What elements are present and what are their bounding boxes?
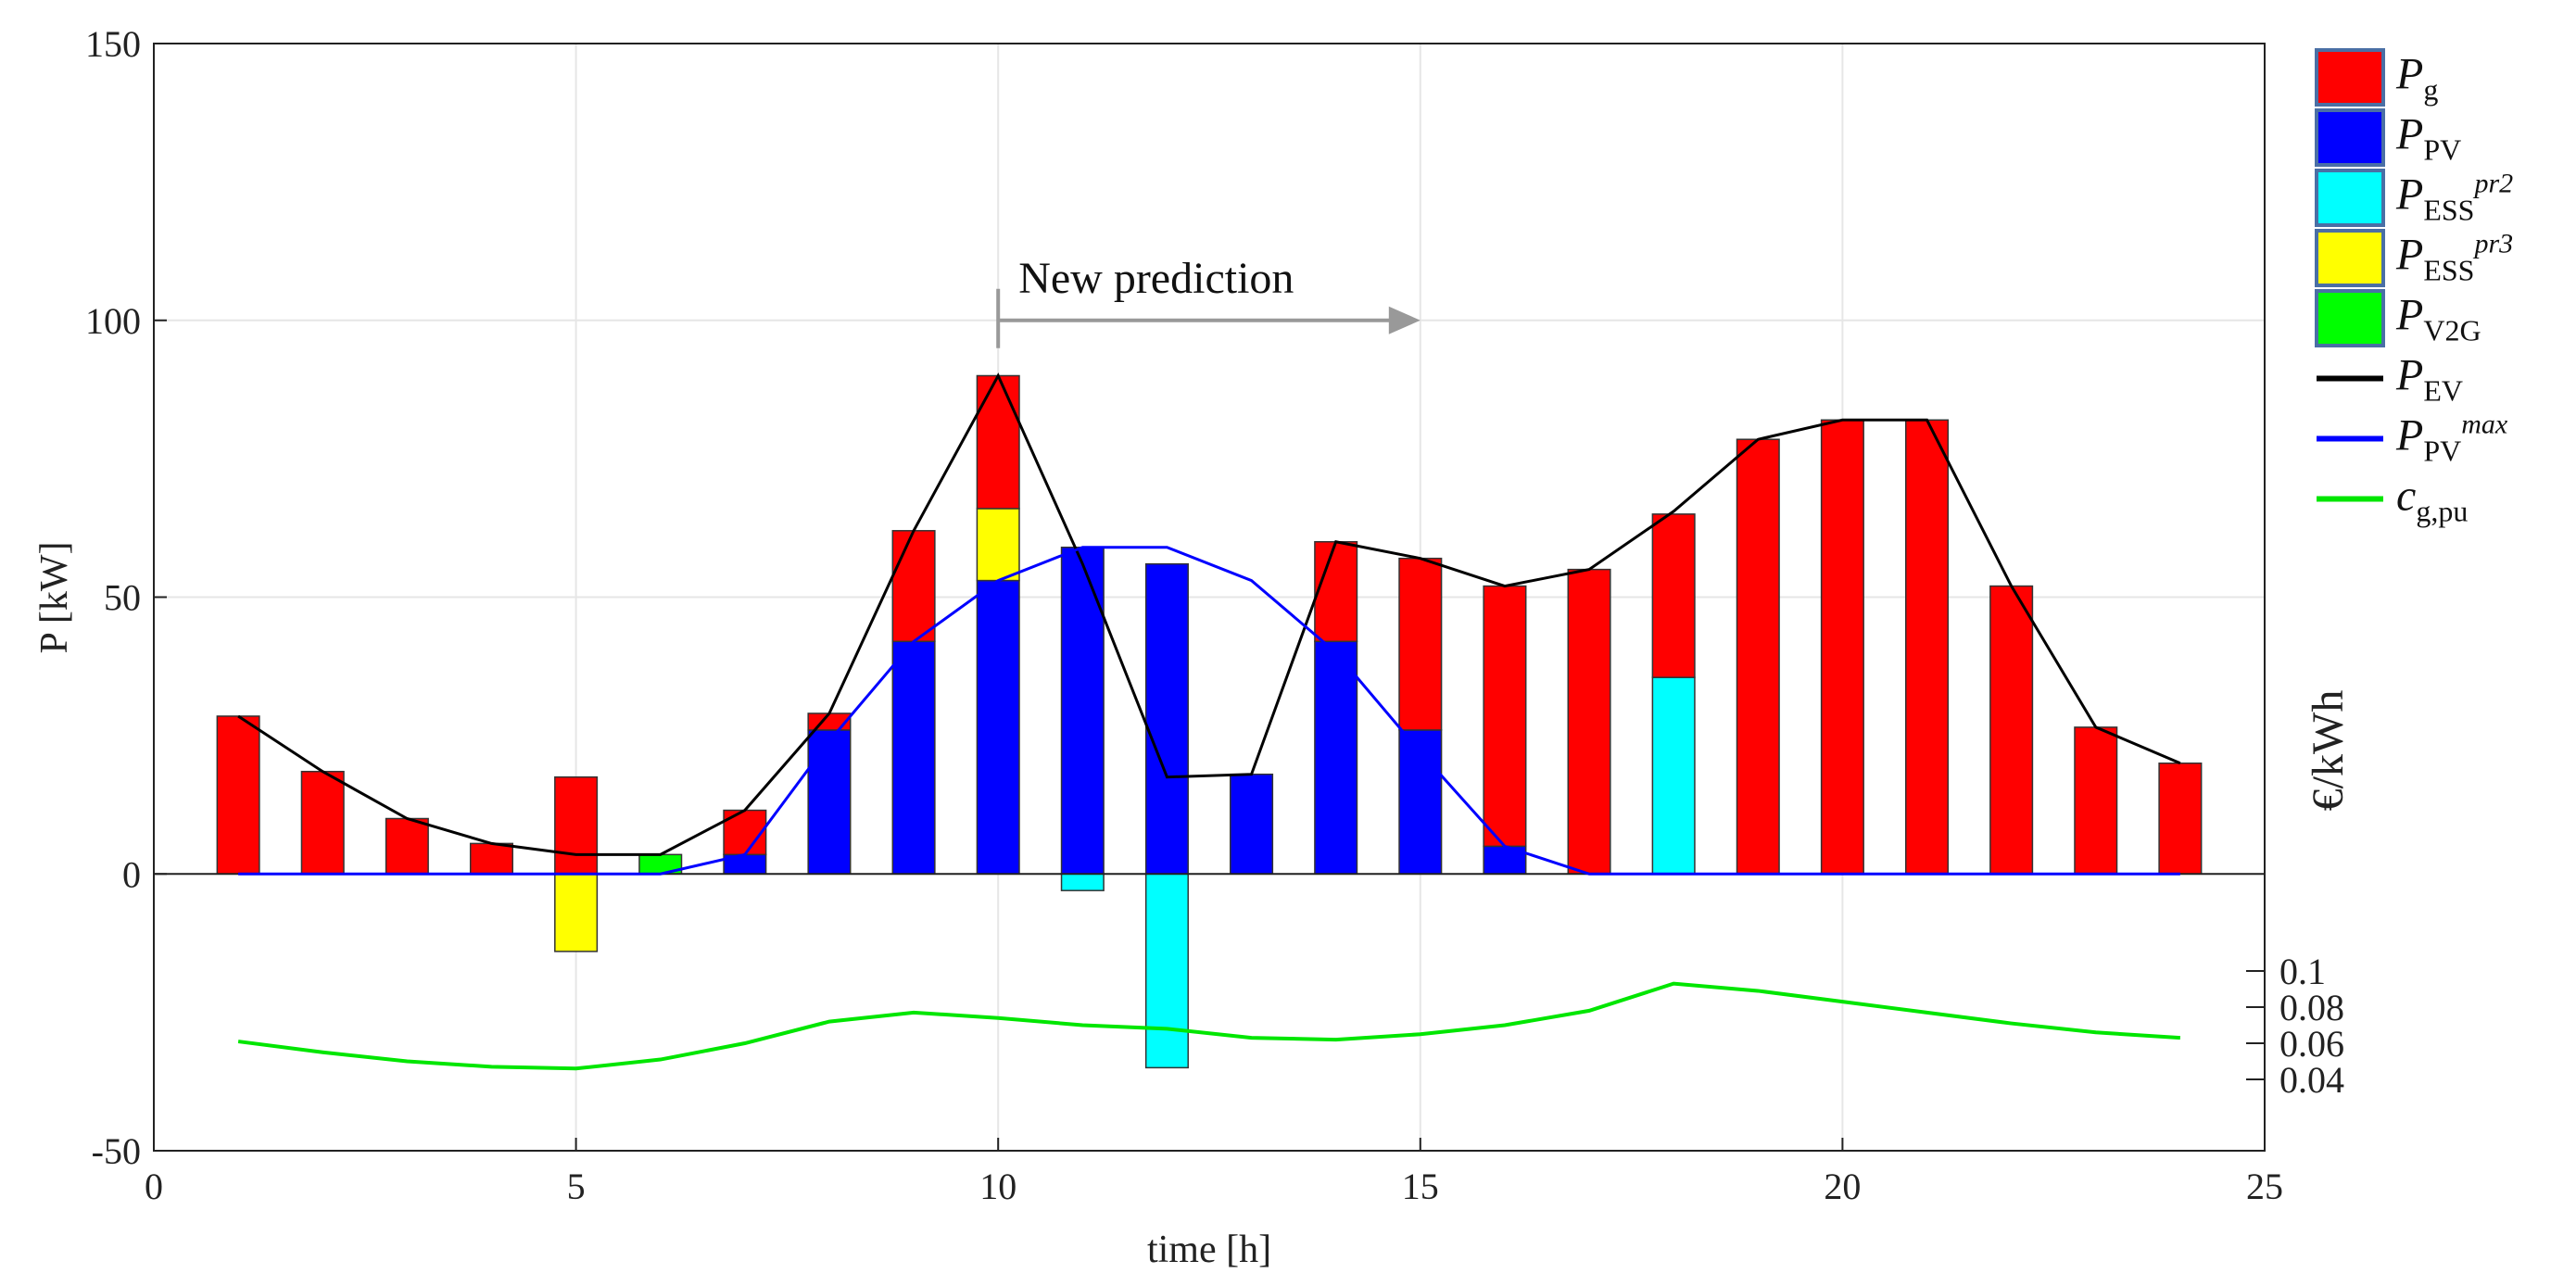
legend-label-ppv: PPV <box>2395 110 2461 167</box>
bar-p-ess-pr2-h11 <box>1060 873 1105 891</box>
bar-p-g-h20 <box>1820 419 1864 875</box>
y-tick-label--50: -50 <box>92 1130 141 1172</box>
legend-entry-pess3: PESSpr3 <box>2315 229 2513 287</box>
x-tick-label-15: 15 <box>1402 1166 1439 1207</box>
bar-p-g-h10 <box>976 374 1020 510</box>
legend-entry-cgpu: cg,pu <box>2317 472 2468 528</box>
bar-p-g-h21 <box>1904 419 1950 875</box>
y-tick-label-150: 150 <box>85 23 141 65</box>
legend-label-pg: Pg <box>2395 50 2438 107</box>
legend-swatch-pg <box>2315 48 2385 107</box>
legend-swatch-pess2 <box>2315 169 2385 227</box>
legend-entry-pess2: PESSpr2 <box>2315 169 2513 227</box>
x-tick-label-0: 0 <box>145 1166 163 1207</box>
x-tick-label-5: 5 <box>567 1166 586 1207</box>
bar-p-g-h5 <box>554 775 599 875</box>
y2-tick-label-0.04: 0.04 <box>2279 1059 2344 1101</box>
bar-p-g-h2 <box>300 770 345 876</box>
x-tick-label-10: 10 <box>979 1166 1017 1207</box>
bar-p-pv-h10 <box>976 579 1020 875</box>
bar-p-ess-pr3-h5 <box>554 873 599 952</box>
bar-p-g-h18 <box>1651 513 1696 678</box>
legend-label-pev: PEV <box>2395 351 2463 408</box>
bar-p-pv-h9 <box>891 640 936 875</box>
bar-p-g-h9 <box>891 530 936 643</box>
bar-p-g-h23 <box>2074 726 2118 875</box>
legend-entry-pev: PEV <box>2317 351 2463 408</box>
annotation-arrow-head <box>1388 306 1421 334</box>
annotation-text: New prediction <box>1018 254 1294 303</box>
bar-p-g-h4 <box>469 842 514 876</box>
legend-label-pess3: PESSpr3 <box>2395 229 2513 287</box>
y2-tick-label-0.06: 0.06 <box>2279 1023 2344 1065</box>
bar-p-ess-pr3-h10 <box>976 508 1020 582</box>
x-tick-label-20: 20 <box>1824 1166 1861 1207</box>
bar-p-g-h17 <box>1567 568 1611 875</box>
y-tick-label-100: 100 <box>85 300 141 342</box>
y-axis-label: P [kW] <box>33 542 76 654</box>
bar-p-g-h14 <box>1314 541 1358 643</box>
legend-label-pess2: PESSpr2 <box>2395 169 2513 227</box>
legend-entry-pg: Pg <box>2315 48 2438 107</box>
bar-p-g-h15 <box>1398 557 1443 731</box>
bar-p-g-h1 <box>216 715 260 876</box>
bar-series <box>216 374 2203 1069</box>
legend-swatch-pess3 <box>2315 229 2385 287</box>
y2-tick-label-0.08: 0.08 <box>2279 987 2344 1028</box>
legend-label-pv2g: PV2G <box>2395 291 2481 347</box>
bar-p-ess-pr2-h12 <box>1144 873 1189 1069</box>
bar-p-g-h3 <box>385 817 429 875</box>
y2-tick-label-0.1: 0.1 <box>2279 951 2326 992</box>
bar-p-pv-h12 <box>1144 562 1189 876</box>
legend-entry-ppvmax: PPVmax <box>2317 410 2508 468</box>
bar-p-pv-h13 <box>1230 773 1274 876</box>
x-tick-label-25: 25 <box>2246 1166 2283 1207</box>
line-series <box>237 372 2181 1071</box>
bar-p-g-h24 <box>2158 763 2203 875</box>
bar-p-g-h19 <box>1736 438 1780 875</box>
bar-p-pv-h14 <box>1314 640 1358 875</box>
legend-swatch-pv2g <box>2315 289 2385 347</box>
y-tick-label-50: 50 <box>104 577 141 619</box>
new-prediction-annotation: New prediction <box>996 254 1421 348</box>
bar-p-pv-h8 <box>807 729 852 876</box>
bar-p-g-h16 <box>1483 585 1527 848</box>
line-price-cg-pu <box>237 981 2181 1071</box>
legend-label-ppvmax: PPVmax <box>2395 410 2508 468</box>
y2-axis-label: €/kWh <box>2304 690 2353 812</box>
price-axis: 0.040.060.080.1 <box>2246 951 2344 1101</box>
y-tick-label-0: 0 <box>122 853 141 895</box>
bar-p-g-h22 <box>1989 585 2034 875</box>
legend-swatch-ppv <box>2315 108 2385 167</box>
x-axis-label: time [h] <box>1147 1229 1271 1271</box>
legend-label-cgpu: cg,pu <box>2396 472 2468 528</box>
line-p-ev <box>237 372 2181 856</box>
line-p-pv-max <box>238 546 2180 876</box>
legend-entry-pv2g: PV2G <box>2315 289 2481 347</box>
legend-entry-ppv: PPV <box>2315 108 2461 167</box>
bar-p-pv-h11 <box>1060 546 1105 875</box>
bar-p-ess-pr2-h18 <box>1651 676 1696 876</box>
